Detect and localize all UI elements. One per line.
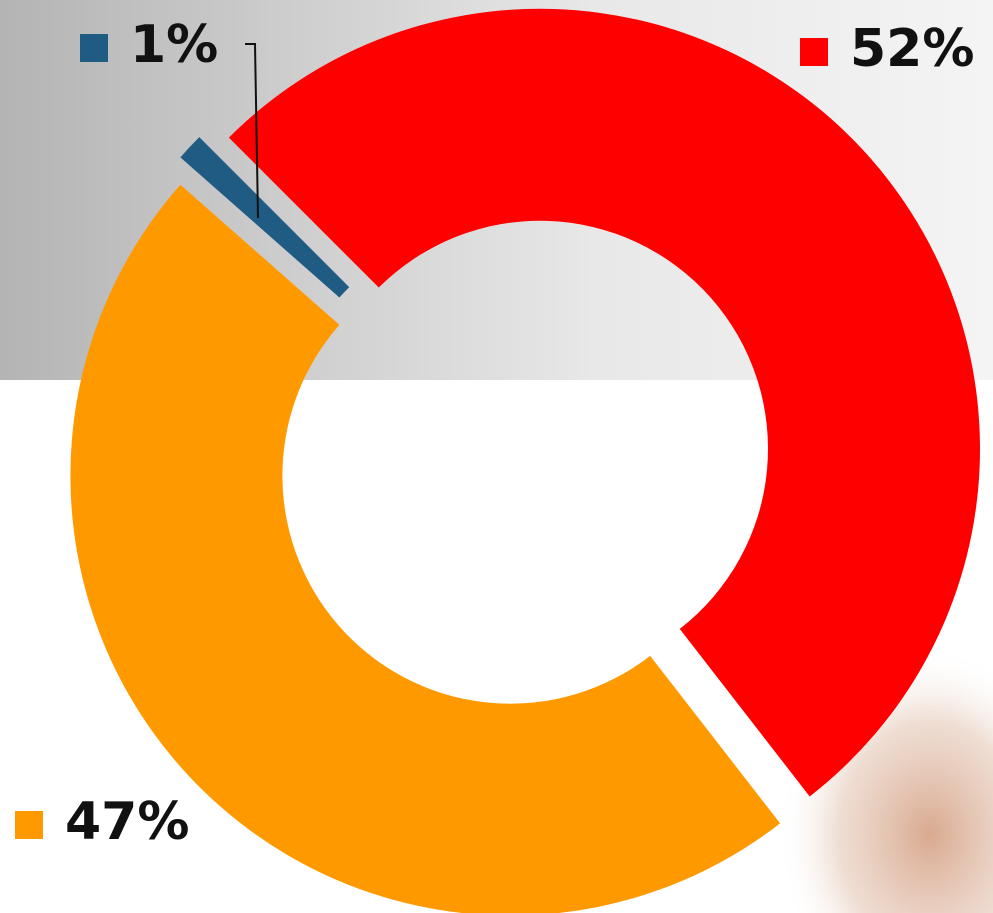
value-label: 47% (65, 792, 189, 852)
donut-slice (180, 137, 350, 298)
donut-slice (70, 184, 781, 913)
donut-slice (228, 8, 981, 797)
legend-swatch (80, 34, 108, 62)
value-label: 1% (130, 15, 218, 75)
leader-line (245, 43, 259, 219)
legend-swatch (800, 38, 828, 66)
legend-swatch (15, 811, 43, 839)
value-label: 52% (850, 19, 974, 79)
donut (70, 8, 981, 913)
